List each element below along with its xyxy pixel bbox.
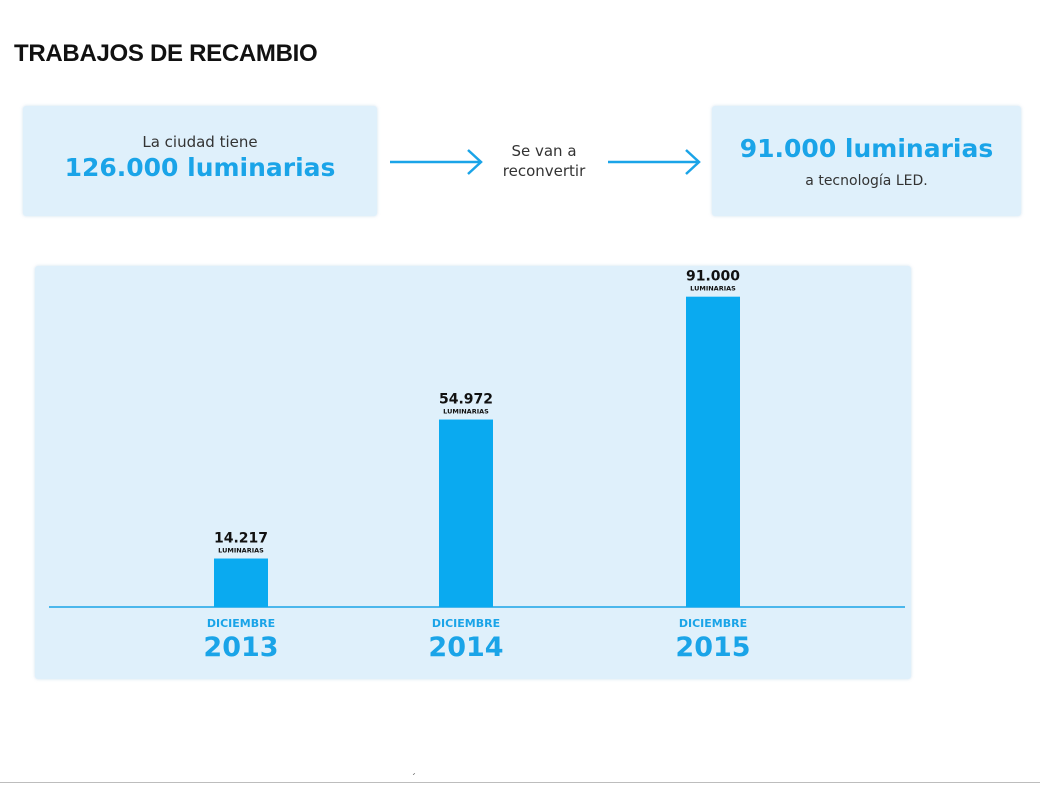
bar-2014 (439, 419, 493, 607)
bar-2013 (214, 558, 268, 607)
led-luminaires-box: 91.000 luminarias a tecnología LED. (712, 106, 1021, 216)
reconversion-text: Se van a reconvertir (484, 141, 604, 181)
data-label-value: 54.972 (439, 392, 493, 408)
tick-label-year: 2014 (428, 632, 503, 663)
led-luminaires-value: 91.000 luminarias (739, 134, 994, 163)
footer-mark: ´ (411, 773, 416, 784)
arrow-right-icon (608, 149, 701, 175)
page-title: TRABAJOS DE RECAMBIO (14, 40, 318, 67)
tick-label-year: 2013 (203, 632, 278, 663)
data-label-value: 91.000 (686, 269, 740, 285)
bar-2015 (686, 296, 740, 607)
tick-label-prefix: DICIEMBRE (207, 617, 275, 630)
data-label-unit: LUMINARIAS (443, 408, 489, 416)
reconversion-line-2: reconvertir (502, 162, 586, 180)
tick-label-prefix: DICIEMBRE (679, 617, 747, 630)
chart-panel: 14.217 LUMINARIAS DICIEMBRE 2013 54.972 LUMIN… (35, 266, 911, 679)
total-luminaires-caption: La ciudad tiene (142, 133, 258, 151)
led-luminaires-caption: a tecnología LED. (805, 173, 928, 189)
tick-label-prefix: DICIEMBRE (432, 617, 500, 630)
total-luminaires-value: 126.000 luminarias (64, 153, 336, 182)
data-label-unit: LUMINARIAS (690, 285, 736, 293)
reconversion-line-1: Se van a (511, 142, 577, 160)
data-label-unit: LUMINARIAS (218, 547, 264, 555)
total-luminaires-box: La ciudad tiene 126.000 luminarias (23, 106, 377, 216)
bar-chart: 14.217LUMINARIASDICIEMBRE201354.972LUMIN… (49, 269, 905, 663)
bottom-divider (0, 782, 1040, 783)
data-label-value: 14.217 (214, 531, 268, 547)
tick-label-year: 2015 (675, 632, 750, 663)
arrow-right-icon (390, 149, 483, 175)
